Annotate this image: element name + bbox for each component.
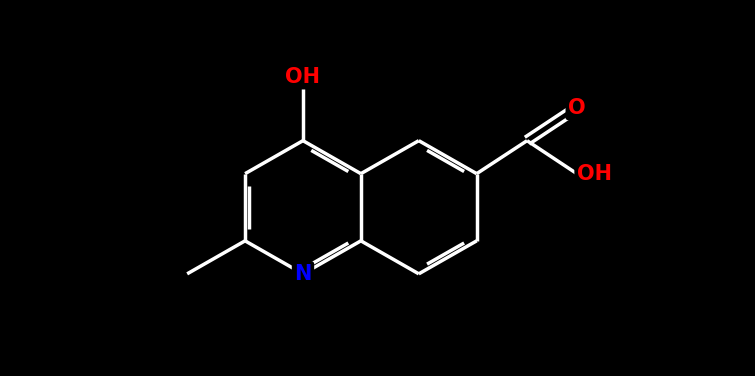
Text: N: N xyxy=(294,264,312,284)
Text: O: O xyxy=(568,98,586,118)
Text: OH: OH xyxy=(577,164,612,183)
Text: OH: OH xyxy=(285,67,320,87)
